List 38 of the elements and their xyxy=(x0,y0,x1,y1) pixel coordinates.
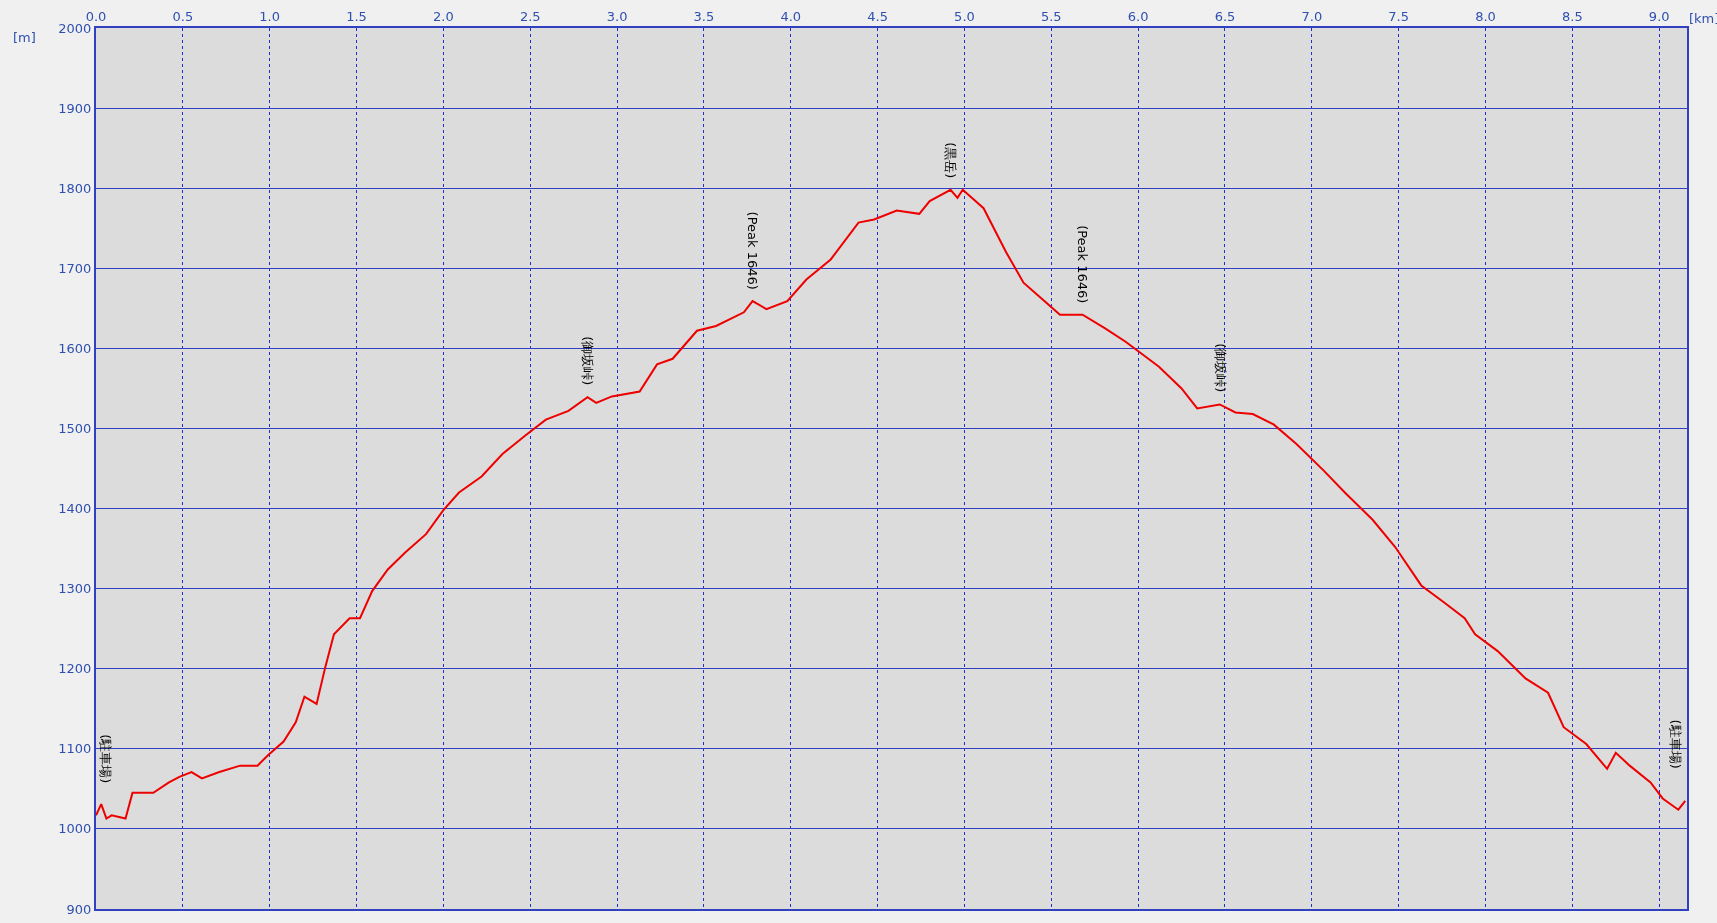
y-tick-label: 1800 xyxy=(58,180,92,196)
annotation: (御坂峠) xyxy=(580,336,596,386)
annotation: (駐車場) xyxy=(98,734,114,784)
y-tick-label: 1600 xyxy=(58,340,92,356)
y-tick-label: 900 xyxy=(66,901,92,917)
x-tick-label: 1.0 xyxy=(259,8,281,24)
x-tick-label: 5.0 xyxy=(954,8,975,24)
x-tick-label: 3.0 xyxy=(606,8,628,24)
x-tick-label: 7.0 xyxy=(1301,8,1323,24)
annotation: (黒岳) xyxy=(943,142,959,179)
x-tick-label: 3.5 xyxy=(693,8,715,24)
x-tick-label: 5.5 xyxy=(1040,8,1062,24)
x-tick-label: 9.0 xyxy=(1648,8,1670,24)
x-tick-label: 8.0 xyxy=(1475,8,1496,24)
y-tick-label: 1000 xyxy=(58,821,92,837)
y-tick-label: 1300 xyxy=(58,581,92,597)
line-series xyxy=(96,188,1687,820)
y-tick-label: 1200 xyxy=(58,661,92,677)
x-tick-label: 2.0 xyxy=(433,8,454,24)
x-tick-label: 7.5 xyxy=(1388,8,1410,24)
y-axis-title: [m] xyxy=(13,30,36,45)
x-tick-label: 6.0 xyxy=(1127,8,1149,24)
y-tick-label: 1100 xyxy=(58,741,92,757)
x-tick-label: 2.5 xyxy=(519,8,541,24)
y-tick-label: 1900 xyxy=(58,100,92,116)
x-tick-label: 0.5 xyxy=(172,8,194,24)
annotation: (駐車場) xyxy=(1668,719,1684,769)
x-tick-label: 1.5 xyxy=(346,8,367,24)
annotation: (御坂峠) xyxy=(1212,343,1228,393)
x-tick-label: 4.5 xyxy=(867,8,888,24)
y-tick-label: 1700 xyxy=(58,260,92,276)
y-tick-label: 1400 xyxy=(58,501,92,517)
x-tick-label: 4.0 xyxy=(780,8,802,24)
annotation: (Peak 1646) xyxy=(744,211,760,290)
x-tick-label: 8.5 xyxy=(1562,8,1583,24)
annotation: (Peak 1646) xyxy=(1075,225,1091,304)
x-tick-label: 6.5 xyxy=(1214,8,1236,24)
y-tick-label: 1500 xyxy=(58,421,92,436)
